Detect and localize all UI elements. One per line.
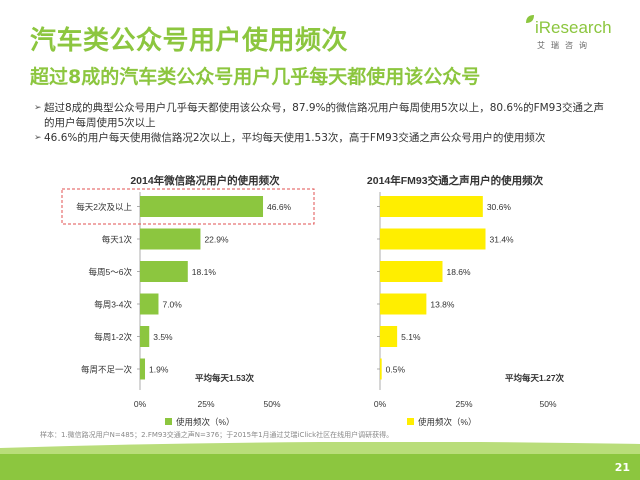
legend-label: 使用频次（%） (418, 417, 477, 427)
logo-brand: iResearch (535, 18, 612, 37)
bar (140, 196, 264, 217)
highlight-box (61, 188, 315, 225)
legend-label: 使用频次（%） (176, 417, 235, 427)
data-label: 7.0% (162, 300, 182, 310)
data-label: 0.5% (386, 365, 406, 375)
bar (380, 196, 483, 217)
x-tick-label: 50% (263, 399, 280, 409)
x-tick-label: 25% (455, 399, 472, 409)
data-label: 30.6% (487, 202, 512, 212)
bar (140, 228, 201, 250)
arrow-icon: ➢ (34, 103, 42, 113)
bar (380, 326, 398, 347)
data-label: 31.4% (490, 235, 515, 245)
leaf-icon (526, 15, 534, 23)
page-number: 21 (614, 461, 630, 474)
average-annotation: 平均每天1.53次 (195, 373, 255, 383)
chart-title: 2014年FM93交通之声用户的使用频次 (367, 174, 544, 187)
legend-swatch (407, 418, 414, 425)
category-label: 每周不足一次 (81, 365, 133, 375)
bar (380, 358, 382, 380)
bar (140, 326, 150, 347)
data-label: 46.6% (267, 202, 292, 212)
bullet-text: 超过8成的典型公众号用户几乎每天都使用该公众号，87.9%的微信路况用户每周使用… (44, 102, 605, 129)
category-label: 每天1次 (102, 235, 133, 245)
source-note: 样本：1.微信路况用户N=485；2.FM93交通之声N=376；于2015年1… (40, 431, 394, 439)
bar (380, 261, 443, 282)
footer-bar: 21 (0, 442, 640, 480)
legend-swatch (165, 418, 172, 425)
bullet-item: ➢ 46.6%的用户每天使用微信路况2次以上，平均每天使用1.53次，高于FM9… (34, 131, 614, 146)
data-label: 3.5% (153, 332, 173, 342)
iresearch-logo: iResearch 艾瑞咨询 (525, 14, 625, 54)
arrow-icon: ➢ (34, 133, 42, 143)
bar (140, 293, 159, 315)
x-tick-label: 50% (539, 399, 556, 409)
category-label: 每周1-2次 (94, 332, 132, 342)
bar (140, 358, 146, 380)
x-tick-label: 0% (134, 399, 147, 409)
data-label: 1.9% (149, 365, 169, 375)
data-label: 18.6% (446, 267, 471, 277)
page-title: 汽车类公众号用户使用频次 (30, 26, 349, 56)
average-annotation: 平均每天1.27次 (505, 373, 565, 383)
bullet-text: 46.6%的用户每天使用微信路况2次以上，平均每天使用1.53次，高于FM93交… (44, 132, 546, 144)
logo-tagline: 艾瑞咨询 (537, 41, 593, 50)
data-label: 22.9% (204, 235, 229, 245)
x-tick-label: 25% (197, 399, 214, 409)
bar (380, 228, 486, 250)
bullet-list: ➢ 超过8成的典型公众号用户几乎每天都使用该公众号，87.9%的微信路况用户每周… (34, 101, 614, 146)
category-label: 每天2次及以上 (76, 202, 132, 212)
data-label: 13.8% (430, 300, 455, 310)
category-label: 每周3-4次 (94, 300, 132, 310)
category-label: 每周5～6次 (89, 267, 133, 277)
x-tick-label: 0% (374, 399, 387, 409)
bar (140, 261, 188, 282)
page-subtitle: 超过8成的汽车类公众号用户几乎每天都使用该公众号 (30, 66, 481, 88)
bar (380, 293, 427, 315)
data-label: 5.1% (401, 332, 421, 342)
bullet-item: ➢ 超过8成的典型公众号用户几乎每天都使用该公众号，87.9%的微信路况用户每周… (34, 101, 614, 131)
chart-title: 2014年微信路况用户的使用频次 (130, 174, 280, 187)
footer-curve (0, 442, 640, 454)
data-label: 18.1% (192, 267, 217, 277)
